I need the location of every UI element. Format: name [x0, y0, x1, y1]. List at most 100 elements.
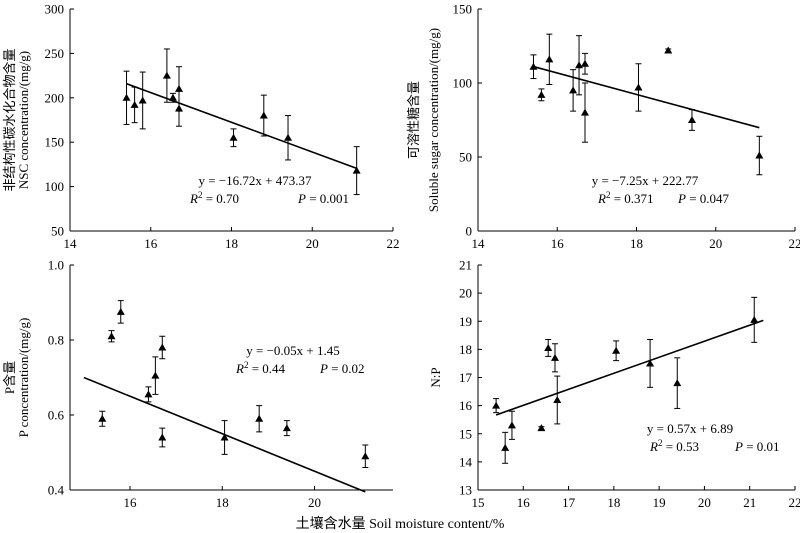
y-axis-label-cn: 可溶性糖含量 — [406, 81, 421, 159]
data-point-triangle — [255, 414, 264, 422]
panel-nsc: 50 100 150 200 250 300 14 16 18 20 22 非结构性碳水化合物含量 NS… — [2, 2, 400, 252]
x-tick-label: 18 — [630, 236, 643, 251]
regression-equation: y = −0.05x + 1.45 — [246, 343, 340, 358]
data-point-triangle — [664, 46, 673, 54]
data-point-triangle — [361, 452, 370, 460]
r-squared-label: R2 = 0.44 — [235, 360, 286, 376]
y-tick-label: 13 — [459, 483, 472, 498]
data-point-triangle — [646, 359, 655, 367]
y-tick-label: 17 — [459, 370, 473, 385]
figure-xlabel: 土壤含水量 Soil moisture content/% — [296, 515, 505, 532]
data-point-triangle — [229, 133, 238, 141]
data-point-triangle — [107, 332, 116, 340]
r-squared-label: R2 = 0.70 — [189, 190, 239, 206]
data-point-triangle — [569, 86, 578, 94]
x-tick-label: 14 — [64, 236, 78, 251]
p-value-label: P = 0.001 — [297, 191, 349, 206]
data-point-triangle — [537, 424, 546, 432]
data-point-triangle — [553, 396, 562, 403]
data-point-triangle — [575, 61, 584, 69]
x-tick-label: 18 — [216, 495, 229, 510]
regression-line — [533, 65, 760, 129]
x-tick-label: 22 — [789, 495, 800, 510]
regression-equation: y = 0.57x + 6.89 — [647, 421, 733, 436]
p-value-label: P = 0.01 — [734, 439, 780, 454]
y-tick-label: 19 — [459, 314, 472, 329]
data-point-triangle — [673, 379, 682, 387]
y-axis-label-cn: P含量 — [2, 361, 17, 394]
x-tick-label: 19 — [653, 495, 666, 510]
data-point-triangle — [151, 371, 160, 379]
data-point-triangle — [175, 84, 184, 92]
panel-soluble-sugar: 0 50 100 150 14 16 18 20 22 可溶性糖含量 Soluble sugar c… — [406, 2, 800, 252]
y-tick-label: 20 — [459, 286, 472, 301]
y-tick-label: 50 — [51, 224, 64, 239]
data-point-triangle — [750, 315, 759, 323]
data-point-triangle — [162, 71, 171, 79]
data-point-triangle — [138, 96, 147, 104]
y-tick-label: 21 — [459, 258, 472, 273]
data-point-triangle — [545, 55, 554, 63]
y-tick-label: 16 — [459, 398, 473, 413]
y-tick-label: 50 — [459, 150, 472, 165]
data-point-triangle — [144, 390, 153, 398]
y-tick-label: 150 — [453, 2, 473, 17]
y-tick-label: 300 — [45, 2, 65, 17]
data-point-triangle — [687, 116, 696, 123]
x-tick-label: 20 — [698, 495, 711, 510]
data-point-triangle — [550, 353, 559, 361]
x-tick-label: 22 — [387, 236, 400, 251]
panel-np-ratio: 13 14 15 16 17 18 19 20 21 15 16 17 18 19 20 21 22 N:P y =… — [428, 258, 800, 511]
y-tick-label: 200 — [45, 90, 65, 105]
y-tick-label: 250 — [45, 46, 65, 61]
data-point-triangle — [634, 83, 643, 91]
y-tick-label: 0.4 — [48, 483, 65, 498]
data-point-triangle — [175, 104, 184, 112]
y-tick-label: 14 — [459, 454, 473, 469]
y-tick-label: 15 — [459, 426, 472, 441]
data-point-triangle — [116, 307, 125, 315]
data-point-triangle — [755, 151, 764, 159]
y-axis-label-en: P concentration/(mg/g) — [16, 318, 31, 438]
x-tick-label: 18 — [607, 495, 620, 510]
x-tick-label: 16 — [144, 236, 158, 251]
x-tick-label: 20 — [709, 236, 722, 251]
panel-p-concentration: 0.4 0.6 0.8 1.0 16 18 20 P含量 P concentration/(mg… — [2, 258, 393, 510]
data-point-triangle — [501, 443, 510, 451]
data-point-triangle — [507, 421, 516, 429]
data-point-triangle — [612, 346, 621, 354]
data-point-triangle — [580, 108, 589, 116]
data-point-triangle — [529, 62, 538, 70]
x-tick-label: 22 — [789, 236, 800, 251]
y-tick-label: 0 — [466, 224, 473, 239]
x-tick-label: 20 — [308, 495, 321, 510]
y-tick-label: 0.8 — [48, 333, 64, 348]
data-point-triangle — [282, 424, 291, 432]
data-point-triangle — [284, 133, 293, 141]
x-tick-label: 20 — [306, 236, 319, 251]
data-point-triangle — [544, 343, 553, 351]
data-point-triangle — [158, 343, 167, 351]
regression-line — [495, 319, 764, 416]
data-point-triangle — [158, 433, 167, 441]
y-tick-label: 100 — [45, 179, 65, 194]
y-tick-label: 100 — [453, 76, 473, 91]
x-tick-label: 16 — [123, 495, 137, 510]
x-tick-label: 15 — [472, 495, 485, 510]
p-value-label: P = 0.047 — [677, 191, 730, 206]
regression-equation: y = −7.25x + 222.77 — [592, 173, 699, 188]
data-point-triangle — [220, 433, 229, 441]
y-tick-label: 0.6 — [48, 408, 65, 423]
y-axis-label-en: Soluble sugar concentration/(mg/g) — [426, 28, 441, 212]
y-axis-label-cn: 非结构性碳水化合物含量 — [2, 48, 17, 191]
x-tick-label: 17 — [562, 495, 576, 510]
p-value-label: P = 0.02 — [319, 361, 365, 376]
y-axis-label-en: NSC concentration/(mg/g) — [16, 51, 31, 189]
data-point-triangle — [122, 93, 131, 101]
x-tick-label: 21 — [743, 495, 756, 510]
x-tick-label: 18 — [225, 236, 238, 251]
data-point-triangle — [580, 59, 589, 67]
y-tick-label: 1.0 — [48, 258, 64, 273]
regression-equation: y = −16.72x + 473.37 — [199, 173, 312, 188]
